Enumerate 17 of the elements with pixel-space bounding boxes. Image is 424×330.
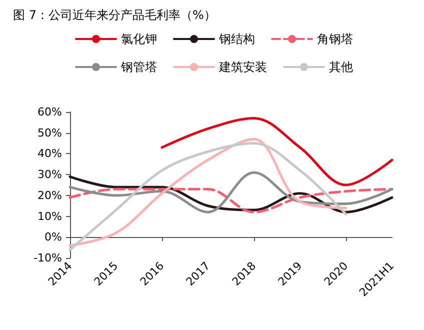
legend-label: 氯化钾	[121, 32, 157, 46]
y-tick-label: 10%	[38, 210, 62, 223]
line-series	[160, 117, 394, 186]
legend-label: 其他	[329, 60, 353, 74]
legend-label: 钢结构	[218, 32, 255, 46]
y-tick-label: 20%	[38, 188, 62, 202]
y-tick-label: 0%	[44, 230, 62, 244]
y-tick-label: 60%	[38, 106, 62, 118]
legend-label: 角钢塔	[317, 32, 353, 46]
legend-label: 建筑安装	[218, 60, 267, 74]
chart-title: 图 7：公司近年来分产品毛利率（%）	[13, 8, 216, 22]
y-tick-label: -10%	[34, 252, 62, 264]
legend-label: 钢管塔	[120, 60, 157, 74]
y-tick-label: 30%	[38, 168, 62, 182]
y-tick-label: 40%	[38, 147, 62, 160]
line-series	[68, 188, 394, 214]
y-tick-label: 50%	[38, 126, 62, 140]
